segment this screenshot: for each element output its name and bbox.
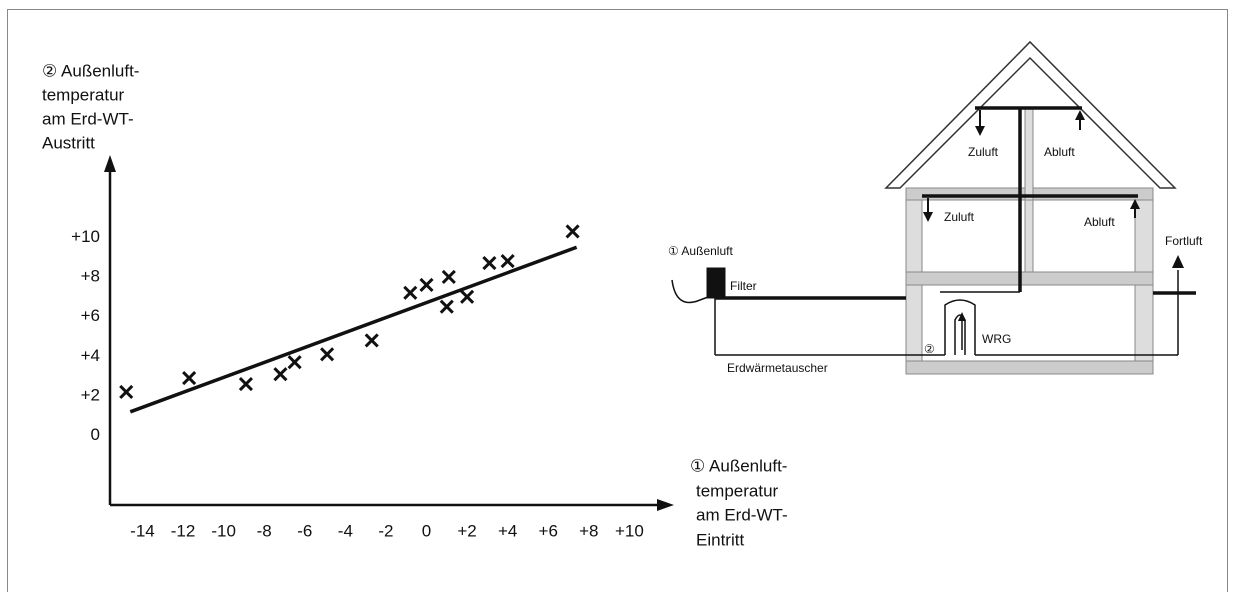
x-tick-label: +6 bbox=[539, 521, 558, 540]
data-point bbox=[567, 225, 579, 237]
x-tick-label: -14 bbox=[130, 521, 155, 540]
axes bbox=[104, 155, 674, 511]
floor bbox=[906, 272, 1153, 285]
x-tick-label: -6 bbox=[297, 521, 312, 540]
label: Abluft bbox=[1084, 215, 1115, 229]
intake-arrow bbox=[672, 280, 708, 303]
label: ① Außenluft bbox=[668, 244, 733, 258]
x-label-line: temperatur bbox=[696, 481, 779, 500]
y-label-line: temperatur bbox=[42, 85, 125, 104]
data-point bbox=[441, 301, 453, 313]
y-tick-label: +2 bbox=[81, 385, 100, 404]
label: Fortluft bbox=[1165, 234, 1203, 248]
x-label-line: am Erd-WT- bbox=[696, 505, 788, 524]
label: ② bbox=[924, 342, 935, 356]
filter-box bbox=[707, 268, 725, 298]
house-diagram bbox=[672, 42, 1196, 374]
x-tick-label: -4 bbox=[338, 521, 353, 540]
label: Filter bbox=[730, 279, 757, 293]
data-point bbox=[183, 372, 195, 384]
y-tick-label: +4 bbox=[81, 346, 100, 365]
data-point bbox=[421, 279, 433, 291]
figure: ② Außenluft- temperatur am Erd-WT- Austr… bbox=[0, 0, 1236, 592]
label: WRG bbox=[982, 332, 1011, 346]
data-point bbox=[404, 287, 416, 299]
x-tick-label: -8 bbox=[257, 521, 272, 540]
x-arrow bbox=[657, 499, 674, 511]
label: Zuluft bbox=[968, 145, 999, 159]
data-point bbox=[483, 257, 495, 269]
diagram-labels: Zuluft Abluft Zuluft Abluft Fortluft ① A… bbox=[668, 145, 1203, 375]
data-point bbox=[289, 356, 301, 368]
data-point bbox=[443, 271, 455, 283]
x-tick-label: +2 bbox=[457, 521, 476, 540]
data-point bbox=[240, 378, 252, 390]
y-label-line: am Erd-WT- bbox=[42, 109, 134, 128]
inner-wall bbox=[1025, 200, 1033, 272]
y-tick-label: +10 bbox=[71, 227, 100, 246]
data-point bbox=[461, 291, 473, 303]
x-axis-label: ① Außenluft- temperatur am Erd-WT- Eintr… bbox=[690, 456, 788, 549]
x-label-line: ① Außenluft- bbox=[690, 456, 787, 475]
y-arrow bbox=[104, 155, 116, 172]
x-tick-label: -2 bbox=[378, 521, 393, 540]
data-point bbox=[120, 386, 132, 398]
x-label-line: Eintritt bbox=[696, 530, 744, 549]
data-point bbox=[274, 368, 286, 380]
data-point bbox=[366, 334, 378, 346]
y-tick-label: +8 bbox=[81, 266, 100, 285]
x-tick-label: +10 bbox=[615, 521, 644, 540]
data-point bbox=[321, 348, 333, 360]
y-label-line: ② Außenluft- bbox=[42, 61, 139, 80]
x-tick-label: 0 bbox=[422, 521, 431, 540]
label: Abluft bbox=[1044, 145, 1075, 159]
trend-line bbox=[130, 247, 576, 412]
label: Zuluft bbox=[944, 210, 975, 224]
x-tick-label: +4 bbox=[498, 521, 517, 540]
base bbox=[906, 361, 1153, 374]
data-point bbox=[502, 255, 514, 267]
y-tick-label: +6 bbox=[81, 306, 100, 325]
x-tick-label: -12 bbox=[171, 521, 196, 540]
y-tick-label: 0 bbox=[91, 425, 100, 444]
y-axis-label: ② Außenluft- temperatur am Erd-WT- Austr… bbox=[42, 61, 139, 152]
x-tick-label: +8 bbox=[579, 521, 598, 540]
label: Erdwärmetauscher bbox=[727, 361, 828, 375]
y-label-line: Austritt bbox=[42, 133, 95, 152]
x-tick-label: -10 bbox=[211, 521, 236, 540]
